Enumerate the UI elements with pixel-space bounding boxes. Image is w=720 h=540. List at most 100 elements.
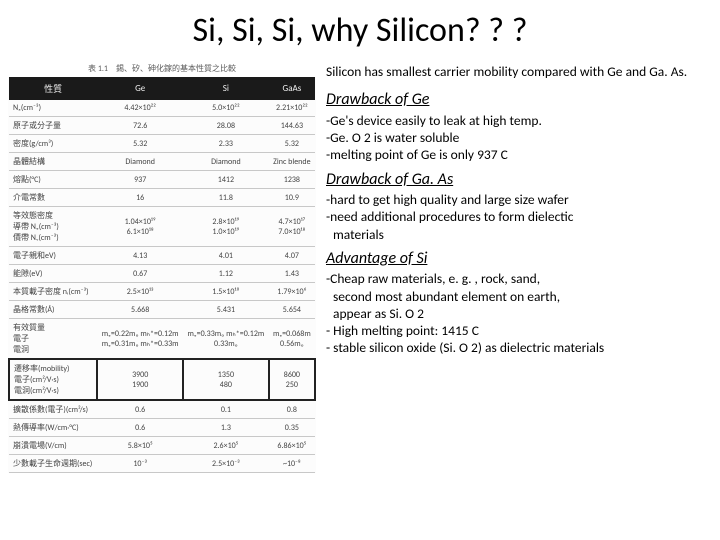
- table-cell: 5.0×10²²: [183, 100, 269, 117]
- table-cell: 5.431: [183, 301, 269, 319]
- slide-body: 表 1.1 錫、矽、砷化鎵的基本性質之比較 性質GeSiGaAs Nₐ(cm⁻³…: [0, 59, 720, 473]
- table-cell: 5.654: [269, 301, 315, 319]
- bullet-line: second most abundant element on earth,: [326, 288, 687, 305]
- table-cell: 937: [97, 171, 183, 189]
- slide-title: Si, Si, Si, why Silicon? ? ?: [0, 0, 720, 59]
- bullet-line: materials: [326, 226, 687, 243]
- table-cell: 28.08: [183, 117, 269, 135]
- bullet-line: -need additional procedures to form diel…: [326, 208, 687, 225]
- table-row: 能隙(eV)0.671.121.43: [9, 265, 315, 283]
- table-cell: 1.12: [183, 265, 269, 283]
- table-cell: 2.6×10⁵: [183, 437, 269, 455]
- comparison-table-wrap: 表 1.1 錫、矽、砷化鎵的基本性質之比較 性質GeSiGaAs Nₐ(cm⁻³…: [8, 63, 316, 473]
- table-cell: 本質載子密度 nᵢ(cm⁻³): [9, 283, 97, 301]
- intro-text: Silicon has smallest carrier mobility co…: [326, 63, 687, 80]
- table-cell: 1.79×10⁶: [269, 283, 315, 301]
- table-cell: Nₐ(cm⁻³): [9, 100, 97, 117]
- bullet-line: - High melting point: 1415 C: [326, 322, 687, 339]
- table-row: 少數載子生命週期(sec)10⁻³2.5×10⁻³~10⁻⁸: [9, 455, 315, 473]
- table-cell: 4.7×10¹⁷7.0×10¹⁸: [269, 207, 315, 247]
- table-cell: 0.6: [97, 400, 183, 419]
- section-heading: Advantage of Si: [326, 249, 687, 269]
- table-cell: Diamond: [183, 153, 269, 171]
- table-cell: mₑ=0.068m0.56m₀: [269, 319, 315, 360]
- table-row: 熱傳導率(W/cm·°C)0.61.30.35: [9, 419, 315, 437]
- bullet-line: -hard to get high quality and large size…: [326, 191, 687, 208]
- table-row: 晶格常數(Å)5.6685.4315.654: [9, 301, 315, 319]
- table-cell: 1412: [183, 171, 269, 189]
- table-row: 有效質量電子電洞mₑ=0.22m₀ mₕ*=0.12mmₑ=0.31m₀ mₕ*…: [9, 319, 315, 360]
- table-cell: 等效態密度導帶 Nₑ(cm⁻³)價帶 Nᵥ(cm⁻³): [9, 207, 97, 247]
- table-cell: 5.8×10⁵: [97, 437, 183, 455]
- table-cell: mₑ=0.22m₀ mₕ*=0.12mmₑ=0.31m₀ mₕ*=0.33m: [97, 319, 183, 360]
- table-row: 擴散係數(電子)(cm²/s)0.60.10.8: [9, 400, 315, 419]
- table-cell: 4.01: [183, 247, 269, 265]
- table-cell: 熔點(°C): [9, 171, 97, 189]
- table-cell: 1.43: [269, 265, 315, 283]
- bullet-line: -Ge. O 2 is water soluble: [326, 129, 687, 146]
- section-heading: Drawback of Ge: [326, 90, 687, 110]
- text-column: Silicon has smallest carrier mobility co…: [316, 63, 687, 473]
- table-cell: 0.35: [269, 419, 315, 437]
- section-bullets: -Ge's device easily to leak at high temp…: [326, 112, 687, 164]
- table-cell: 72.6: [97, 117, 183, 135]
- table-cell: ~10⁻⁸: [269, 455, 315, 473]
- table-cell: 晶格常數(Å): [9, 301, 97, 319]
- table-cell: 2.8×10¹⁹1.0×10¹⁹: [183, 207, 269, 247]
- table-cell: 晶體結構: [9, 153, 97, 171]
- table-cell: 8600250: [269, 359, 315, 400]
- table-cell: 2.21×10²²: [269, 100, 315, 117]
- table-cell: 1350480: [183, 359, 269, 400]
- table-cell: 6.86×10⁵: [269, 437, 315, 455]
- table-cell: 崩潰電場(V/cm): [9, 437, 97, 455]
- table-cell: 10⁻³: [97, 455, 183, 473]
- table-cell: 0.67: [97, 265, 183, 283]
- table-cell: 2.5×10⁻³: [183, 455, 269, 473]
- table-row: Nₐ(cm⁻³)4.42×10²²5.0×10²²2.21×10²²: [9, 100, 315, 117]
- bullet-line: -melting point of Ge is only 937 C: [326, 146, 687, 163]
- section-bullets: -Cheap raw materials, e. g. , rock, sand…: [326, 270, 687, 356]
- table-cell: 5.668: [97, 301, 183, 319]
- table-row: 介電常數1611.810.9: [9, 189, 315, 207]
- table-row: 遷移率(mobility)電子(cm²/V·s)電洞(cm²/V·s)39001…: [9, 359, 315, 400]
- col-ge: Ge: [97, 77, 183, 100]
- table-cell: Diamond: [97, 153, 183, 171]
- table-cell: 1238: [269, 171, 315, 189]
- table-cell: 有效質量電子電洞: [9, 319, 97, 360]
- table-cell: 介電常數: [9, 189, 97, 207]
- table-cell: 密度(g/cm³): [9, 135, 97, 153]
- table-cell: 10.9: [269, 189, 315, 207]
- table-cell: 2.5×10¹³: [97, 283, 183, 301]
- table-row: 等效態密度導帶 Nₑ(cm⁻³)價帶 Nᵥ(cm⁻³)1.04×10¹⁹6.1×…: [9, 207, 315, 247]
- table-cell: 39001900: [97, 359, 183, 400]
- bullet-line: - stable silicon oxide (Si. O 2) as diel…: [326, 339, 687, 356]
- table-cell: 2.33: [183, 135, 269, 153]
- bullet-line: -Ge's device easily to leak at high temp…: [326, 112, 687, 129]
- table-cell: 144.63: [269, 117, 315, 135]
- table-cell: 16: [97, 189, 183, 207]
- table-cell: 遷移率(mobility)電子(cm²/V·s)電洞(cm²/V·s): [9, 359, 97, 400]
- table-cell: 0.1: [183, 400, 269, 419]
- table-cell: 0.8: [269, 400, 315, 419]
- table-cell: Zinc blende: [269, 153, 315, 171]
- table-cell: 少數載子生命週期(sec): [9, 455, 97, 473]
- col-gaas: GaAs: [269, 77, 315, 100]
- table-cell: 4.07: [269, 247, 315, 265]
- table-row: 晶體結構DiamondDiamondZinc blende: [9, 153, 315, 171]
- bullet-line: appear as Si. O 2: [326, 305, 687, 322]
- table-row: 本質載子密度 nᵢ(cm⁻³)2.5×10¹³1.5×10¹⁰1.79×10⁶: [9, 283, 315, 301]
- section-bullets: -hard to get high quality and large size…: [326, 191, 687, 243]
- bullet-line: -Cheap raw materials, e. g. , rock, sand…: [326, 270, 687, 287]
- col-property: 性質: [9, 77, 97, 100]
- table-cell: 1.5×10¹⁰: [183, 283, 269, 301]
- table-cell: 1.04×10¹⁹6.1×10¹⁸: [97, 207, 183, 247]
- table-caption: 表 1.1 錫、矽、砷化鎵的基本性質之比較: [8, 63, 316, 74]
- table-cell: 電子親和eV): [9, 247, 97, 265]
- table-row: 原子或分子量72.628.08144.63: [9, 117, 315, 135]
- table-cell: 0.6: [97, 419, 183, 437]
- table-cell: 5.32: [269, 135, 315, 153]
- table-cell: 1.3: [183, 419, 269, 437]
- col-si: Si: [183, 77, 269, 100]
- table-row: 崩潰電場(V/cm)5.8×10⁵2.6×10⁵6.86×10⁵: [9, 437, 315, 455]
- comparison-table: 性質GeSiGaAs Nₐ(cm⁻³)4.42×10²²5.0×10²²2.21…: [8, 77, 316, 473]
